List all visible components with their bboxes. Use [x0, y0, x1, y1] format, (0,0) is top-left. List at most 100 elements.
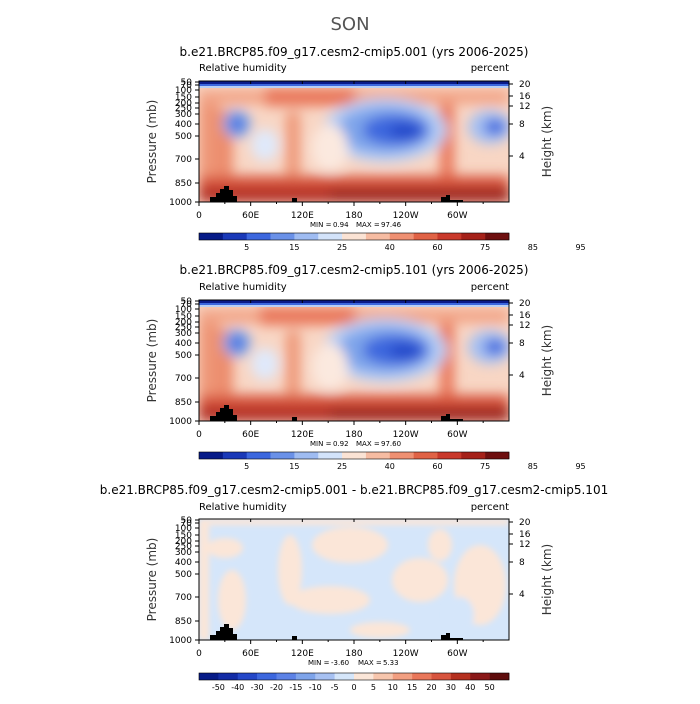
- colorbar-swatch: [437, 233, 462, 240]
- colorbar-swatch: [412, 673, 432, 680]
- y-tick-label: 50: [181, 78, 193, 88]
- y-tick-label: 500: [175, 570, 192, 580]
- y-tick-label: 850: [175, 179, 192, 189]
- contour-field: [199, 300, 509, 421]
- y2-axis-label: Height (km): [540, 325, 554, 396]
- y-tick-label: 500: [175, 132, 192, 142]
- x-tick-label: 60W: [447, 211, 467, 221]
- colorbar-swatch: [294, 233, 319, 240]
- y2-tick-label: 16: [519, 92, 531, 102]
- colorbar-swatch: [470, 673, 490, 680]
- y2-tick-label: 12: [519, 321, 530, 331]
- variable-label: Relative humidity: [199, 502, 287, 513]
- y-tick-label: 700: [175, 593, 192, 603]
- colorbar-label: 5: [371, 683, 376, 692]
- y-tick-label: 70: [181, 81, 193, 91]
- x-tick-label: 120W: [393, 211, 419, 221]
- colorbar-label: 25: [337, 243, 347, 252]
- colorbar-label: 15: [289, 243, 299, 252]
- colorbar-label: 85: [528, 243, 538, 252]
- x-tick-label: 60W: [447, 430, 467, 440]
- colorbar-swatch: [373, 673, 394, 680]
- y-axis-label: Pressure (mb): [145, 100, 159, 184]
- colorbar-label: 5: [244, 243, 249, 252]
- y-tick-label: 100: [175, 86, 192, 96]
- topography: [210, 624, 463, 640]
- x-tick-label: 120E: [291, 211, 314, 221]
- colorbar-frame: [198, 451, 510, 460]
- variable-label: Relative humidity: [199, 282, 287, 293]
- colorbar-swatch: [295, 673, 316, 680]
- colorbar-label: 15: [407, 683, 417, 692]
- y-tick-label: 1000: [169, 417, 192, 427]
- colorbar-label: 75: [480, 243, 490, 252]
- y2-tick-label: 4: [519, 590, 525, 600]
- colorbar-label: 25: [337, 462, 347, 471]
- stat-max-label: MAX =: [358, 659, 382, 667]
- variable-label: Relative humidity: [199, 63, 287, 74]
- x-tick-label: 180: [345, 430, 362, 440]
- y2-tick-label: 20: [519, 80, 531, 90]
- colorbar-label: 0: [351, 683, 356, 692]
- colorbar-label: 5: [244, 462, 249, 471]
- topography: [210, 405, 463, 421]
- colorbar-label: 60: [432, 462, 442, 471]
- x-tick-label: 60E: [242, 430, 259, 440]
- colorbar-label: -20: [270, 683, 283, 692]
- panel-2: b.e21.BRCP85.f09_g17.cesm2-cmip5.101 (yr…: [145, 263, 586, 471]
- colorbar-label: 75: [480, 462, 490, 471]
- y-tick-label: 1000: [169, 198, 192, 208]
- y2-tick-label: 8: [519, 558, 525, 568]
- colorbar-label: 15: [289, 462, 299, 471]
- stat-max-label: MAX =: [356, 221, 380, 229]
- x-tick-label: 60W: [447, 649, 467, 659]
- x-tick-label: 120E: [291, 430, 314, 440]
- y-tick-label: 700: [175, 155, 192, 165]
- y2-tick-label: 4: [519, 152, 525, 162]
- y2-tick-label: 12: [519, 540, 530, 550]
- contour-blobs: [199, 88, 509, 202]
- x-tick-label: 120W: [393, 649, 419, 659]
- x-tick-label: 60E: [242, 211, 259, 221]
- colorbar-frame: [198, 672, 510, 681]
- colorbar-label: 95: [575, 462, 585, 471]
- contour-field: [199, 81, 509, 202]
- x-tick-label: 0: [196, 211, 202, 221]
- y2-tick-label: 8: [519, 120, 525, 130]
- y-tick-label: 200: [175, 318, 192, 328]
- colorbar-swatch: [318, 233, 343, 240]
- colorbar-swatch: [222, 452, 247, 459]
- topography: [210, 186, 463, 202]
- panel-title: b.e21.BRCP85.f09_g17.cesm2-cmip5.001 - b…: [100, 483, 608, 497]
- y-tick-label: 250: [175, 542, 192, 552]
- units-label: percent: [471, 502, 509, 513]
- colorbar-swatch: [342, 233, 367, 240]
- x-tick-label: 0: [196, 430, 202, 440]
- colorbar-swatch: [431, 673, 452, 680]
- y-tick-label: 70: [181, 300, 193, 310]
- x-tick-label: 0: [196, 649, 202, 659]
- colorbar-swatch: [237, 673, 258, 680]
- colorbar-label: 10: [388, 683, 398, 692]
- colorbar-swatch: [246, 233, 271, 240]
- colorbar-swatch: [354, 673, 374, 680]
- panel-title: b.e21.BRCP85.f09_g17.cesm2-cmip5.001 (yr…: [180, 45, 529, 59]
- stat-max-value: 5.33: [383, 659, 399, 667]
- contour-field: [199, 519, 509, 640]
- stat-max-value: 97.46: [381, 221, 402, 229]
- y-axis-label: Pressure (mb): [145, 538, 159, 622]
- y-tick-label: 300: [175, 548, 192, 558]
- colorbar-swatch: [389, 233, 414, 240]
- colorbar-label: -30: [251, 683, 264, 692]
- y-tick-label: 200: [175, 99, 192, 109]
- y-tick-label: 300: [175, 329, 192, 339]
- y-tick-label: 100: [175, 305, 192, 315]
- y2-axis-label: Height (km): [540, 106, 554, 177]
- colorbar-swatch: [413, 233, 438, 240]
- colorbar-label: -50: [212, 683, 225, 692]
- colorbar-swatch: [257, 673, 277, 680]
- colorbar-label: 60: [432, 243, 442, 252]
- stat-min-value: 0.94: [333, 221, 349, 229]
- colorbar-swatch: [199, 452, 224, 459]
- stat-min-label: MIN =: [310, 440, 332, 448]
